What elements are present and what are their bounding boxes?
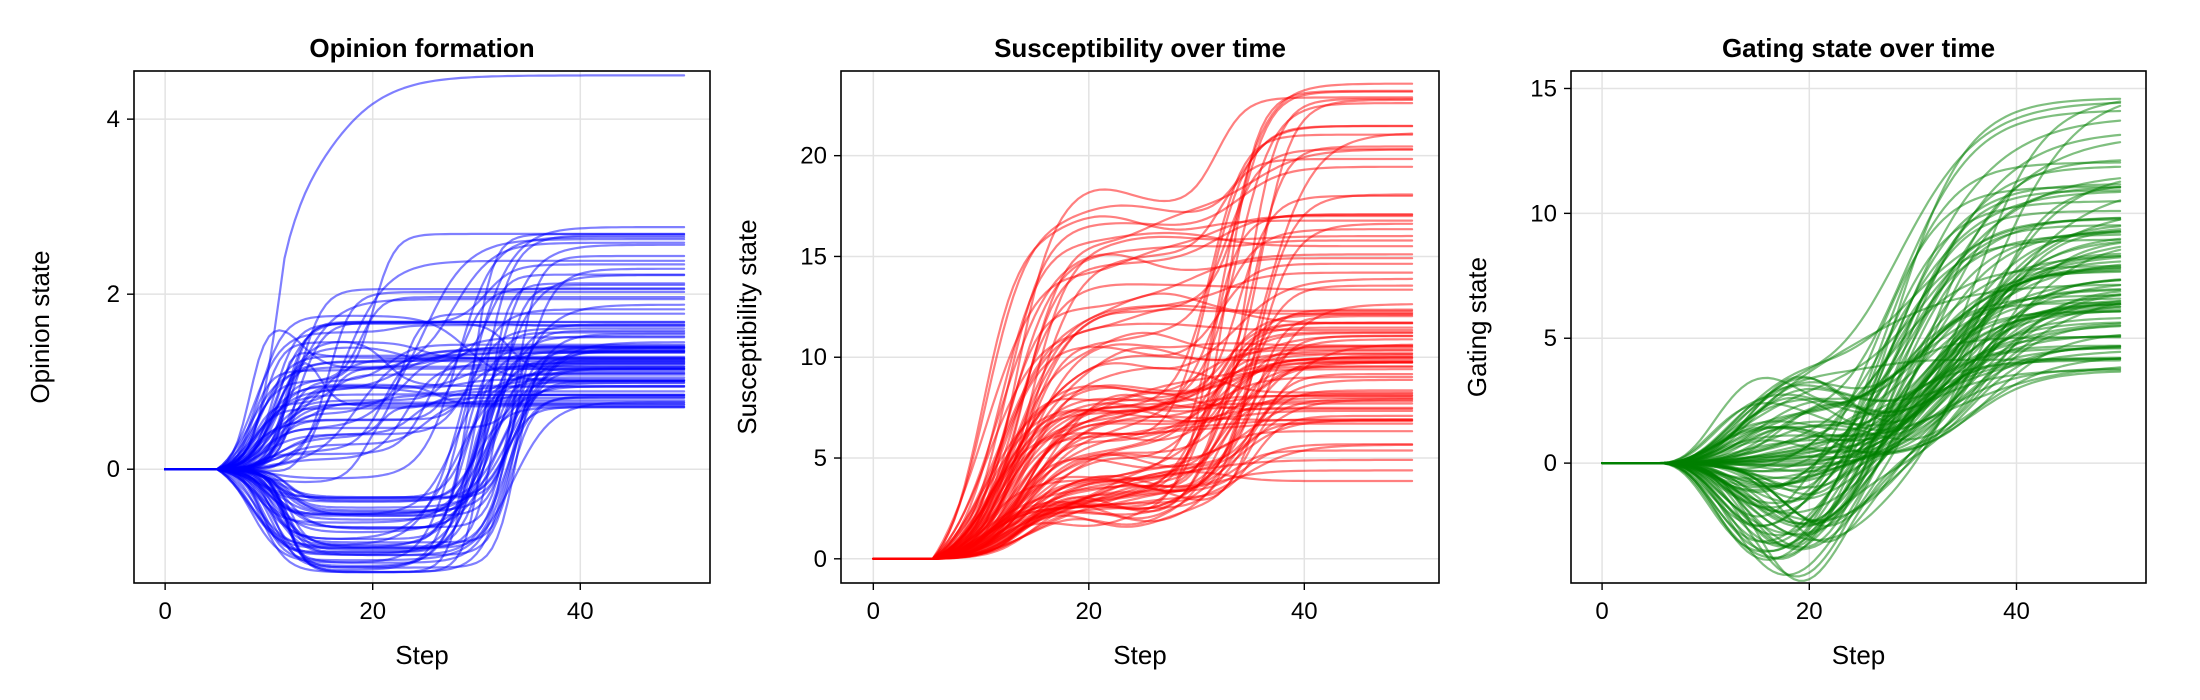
y-axis-label: Gating state xyxy=(1462,257,1492,397)
chart-title: Gating state over time xyxy=(1722,33,1995,63)
opinion-formation-panel: 0 20 40 0 2 4 Opinion formation Step Opinion sta… xyxy=(25,33,711,670)
x-tick-label: 40 xyxy=(1291,598,1318,625)
series-group xyxy=(1601,97,2122,582)
y-axis-label: Susceptibility state xyxy=(732,219,762,434)
x-tick-label: 20 xyxy=(1075,598,1102,625)
gating-state-panel: 0 20 40 0 5 10 15 Gating state over time Step Gat… xyxy=(1462,33,2147,670)
plot-frame xyxy=(133,70,711,584)
y-tick-label: 2 xyxy=(107,281,120,308)
series-line xyxy=(872,449,1414,560)
y-tick-label: 4 xyxy=(107,106,120,133)
susceptibility-panel: 0 20 40 0 5 10 15 20 Susceptibility over time Ste… xyxy=(732,33,1440,670)
series-line xyxy=(1601,350,2122,465)
series-line xyxy=(872,304,1414,560)
series-line xyxy=(1601,237,2122,465)
series-line xyxy=(164,74,686,471)
series-line xyxy=(164,238,686,471)
series-line xyxy=(164,379,686,471)
series-line xyxy=(164,241,686,471)
series-line xyxy=(872,394,1414,560)
series-line xyxy=(872,165,1414,560)
series-line xyxy=(1601,165,2122,496)
y-tick-label: 20 xyxy=(800,143,827,170)
x-tick-label: 0 xyxy=(867,598,880,625)
series-line xyxy=(872,360,1414,560)
series-line xyxy=(164,234,686,567)
series-line xyxy=(164,362,686,517)
series-line xyxy=(872,393,1414,560)
chart-title: Opinion formation xyxy=(309,33,534,63)
y-tick-label: 0 xyxy=(1544,450,1557,477)
y-tick-label: 10 xyxy=(1530,200,1557,227)
series-line xyxy=(872,194,1414,560)
series-line xyxy=(872,338,1414,560)
y-tick-label: 0 xyxy=(814,546,827,573)
series-line xyxy=(164,323,686,521)
series-line xyxy=(1601,269,2122,560)
series-line xyxy=(164,283,686,550)
y-tick-label: 15 xyxy=(1530,75,1557,102)
x-tick-label: 40 xyxy=(2003,598,2030,625)
x-axis-label: Step xyxy=(1113,640,1167,670)
series-line xyxy=(872,307,1414,560)
series-line xyxy=(164,341,686,471)
chart-title: Susceptibility over time xyxy=(994,33,1286,63)
x-tick-label: 20 xyxy=(1796,598,1823,625)
x-tick-label: 20 xyxy=(359,598,386,625)
plot-frame xyxy=(1570,70,2147,584)
series-line xyxy=(164,274,686,556)
series-line xyxy=(1601,185,2122,542)
x-tick-label: 0 xyxy=(158,598,171,625)
series-line xyxy=(164,396,686,557)
series-line xyxy=(164,350,686,501)
series-line xyxy=(872,352,1414,560)
y-tick-label: 10 xyxy=(800,344,827,371)
series-line xyxy=(164,273,686,471)
x-tick-label: 0 xyxy=(1595,598,1608,625)
series-group xyxy=(872,82,1414,560)
y-tick-label: 5 xyxy=(1544,325,1557,352)
series-line xyxy=(164,327,686,471)
series-line xyxy=(164,383,686,471)
series-line xyxy=(872,443,1414,560)
series-group xyxy=(164,74,686,574)
y-tick-label: 5 xyxy=(814,445,827,472)
series-line xyxy=(1601,345,2122,473)
grid xyxy=(841,71,1439,583)
x-tick-label: 40 xyxy=(567,598,594,625)
x-axis-label: Step xyxy=(1832,640,1886,670)
y-axis-label: Opinion state xyxy=(25,250,55,403)
series-line xyxy=(164,288,686,471)
series-line xyxy=(164,401,686,471)
y-tick-label: 0 xyxy=(107,456,120,483)
y-tick-label: 15 xyxy=(800,243,827,270)
plot-frame xyxy=(840,70,1440,584)
x-axis-label: Step xyxy=(395,640,449,670)
series-line xyxy=(872,368,1414,560)
series-line xyxy=(164,385,686,471)
series-line xyxy=(872,354,1414,560)
series-line xyxy=(872,125,1414,560)
series-line xyxy=(164,399,686,471)
